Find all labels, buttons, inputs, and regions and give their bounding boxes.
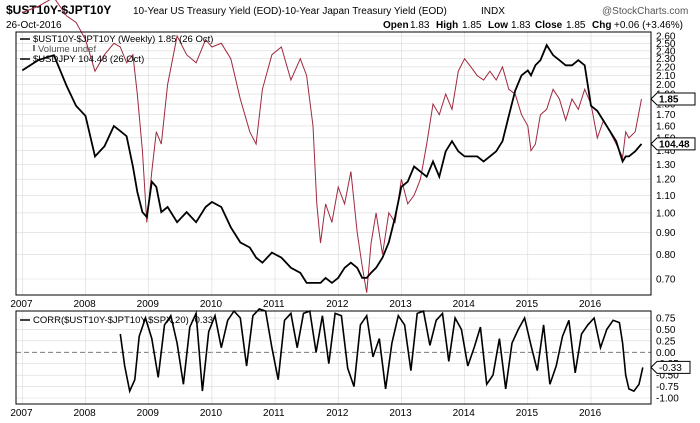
ohlc-open-value: 1.83 (410, 20, 430, 31)
legend-usdjpy: $USDJPY 104.48 (26 Oct) (33, 54, 144, 65)
main-x-tick-label: 2011 (263, 299, 285, 310)
main-y-tick-label: 2.50 (656, 39, 676, 50)
last-value-label: 1.85 (659, 95, 679, 106)
ohlc-chg-value: +0.06 (+3.46%) (614, 20, 683, 31)
ohlc-chg-label: Chg (592, 20, 611, 31)
ohlc-low-value: 1.83 (511, 20, 531, 31)
last-value-tag (650, 137, 696, 151)
main-x-tick-label: 2010 (200, 299, 223, 310)
corr-x-tick-label: 2008 (74, 408, 97, 419)
main-grid (16, 32, 651, 295)
series-usdjpy-line (21, 43, 643, 285)
ohlc-close-value: 1.85 (566, 20, 586, 31)
main-x-tick-label: 2009 (137, 299, 160, 310)
main-panel-border (15, 31, 652, 296)
main-x-axis: 2007 2008 2009 2010 2011 2012 2013 2014 2015 2016 (10, 299, 601, 310)
last-value-tag (650, 92, 696, 106)
main-y-axis: 2.602.502.402.302.202.102.001.901.801.70… (656, 32, 676, 286)
corr-last-value-tag: -0.33 (650, 360, 691, 374)
corr-x-tick-label: 2012 (326, 408, 349, 419)
corr-y-tick-label: 0.75 (656, 314, 676, 325)
main-last-value-tags: 1.85 104.48 (650, 92, 696, 151)
main-x-tick-label: 2012 (326, 299, 349, 310)
corr-x-tick-label: 2013 (389, 408, 412, 419)
main-y-tick-label: 1.70 (656, 110, 676, 121)
corr-x-tick-label: 2016 (579, 408, 602, 419)
corr-y-tick-label: 0.25 (656, 336, 676, 347)
corr-y-axis: 0.750.500.250.00-0.25-0.50-0.75-1.00 (656, 314, 679, 405)
last-value-label: 104.48 (659, 139, 690, 150)
corr-last-label: -0.33 (659, 363, 682, 374)
corr-y-tick-label: 0.00 (656, 348, 676, 359)
main-x-tick-label: 2014 (453, 299, 476, 310)
legend-corr: CORR($UST10Y-$JPT10Y,$SPX,20) -0.33 (33, 315, 213, 326)
corr-x-tick-label: 2015 (516, 408, 539, 419)
ohlc-high-value: 1.85 (462, 20, 482, 31)
series-spread-line (22, 0, 642, 293)
ohlc-low-label: Low (488, 20, 508, 31)
corr-x-tick-label: 2007 (10, 408, 33, 419)
main-y-tick-label: 2.30 (656, 54, 676, 65)
series-corr-line (119, 307, 644, 394)
main-y-tick-label: 2.00 (656, 80, 676, 91)
chart-description: 10-Year US Treasury Yield (EOD)-10-Year … (133, 6, 447, 17)
main-y-tick-label: 1.40 (656, 146, 676, 157)
main-x-tick-label: 2008 (74, 299, 97, 310)
main-y-tick-label: 2.60 (656, 32, 676, 43)
corr-y-tick-label: -1.00 (656, 394, 679, 405)
corr-x-tick-label: 2011 (263, 408, 285, 419)
ohlc-high-label: High (436, 20, 458, 31)
corr-y-tick-label: 0.50 (656, 325, 676, 336)
main-x-tick-label: 2015 (516, 299, 539, 310)
corr-panel-border (15, 310, 652, 405)
main-y-tick-label: 2.20 (656, 62, 676, 73)
chart-date: 26-Oct-2016 (6, 20, 62, 31)
main-plot (21, 0, 643, 293)
chart-symbol: $UST10Y-$JPT10Y (6, 3, 111, 17)
corr-x-tick-label: 2010 (200, 408, 223, 419)
main-y-tick-label: 0.90 (656, 228, 676, 239)
corr-y-tick-label: -0.75 (656, 382, 679, 393)
ohlc-close-label: Close (535, 20, 563, 31)
main-y-tick-label: 1.30 (656, 160, 676, 171)
main-y-tick-label: 2.40 (656, 46, 676, 57)
corr-x-tick-label: 2014 (453, 408, 476, 419)
main-y-tick-label: 1.10 (656, 191, 676, 202)
corr-y-tick-label: -0.50 (656, 371, 679, 382)
corr-x-tick-label: 2009 (137, 408, 160, 419)
legend-main: $UST10Y-$JPT10Y (Weekly) 1.85 (26 Oct) (33, 34, 213, 45)
ohlc-open-label: Open (383, 20, 409, 31)
chart-exchange: INDX (481, 6, 505, 17)
legend-volume: Volume undef (38, 44, 96, 55)
main-x-tick-label: 2016 (579, 299, 602, 310)
corr-x-axis: 2007 2008 2009 2010 2011 2012 2013 2014 2015 2016 (10, 408, 601, 419)
main-y-tick-label: 2.10 (656, 71, 676, 82)
main-x-tick-label: 2007 (10, 299, 33, 310)
watermark: @StockCharts.com (602, 6, 688, 17)
main-x-tick-label: 2013 (389, 299, 412, 310)
main-y-tick-label: 0.80 (656, 250, 676, 261)
corr-plot (119, 307, 644, 394)
main-y-tick-label: 0.70 (656, 275, 676, 286)
main-y-tick-label: 1.20 (656, 175, 676, 186)
main-y-tick-label: 1.60 (656, 121, 676, 132)
main-y-tick-label: 1.00 (656, 208, 676, 219)
volume-icon (33, 45, 35, 51)
corr-last-tag (650, 360, 691, 374)
